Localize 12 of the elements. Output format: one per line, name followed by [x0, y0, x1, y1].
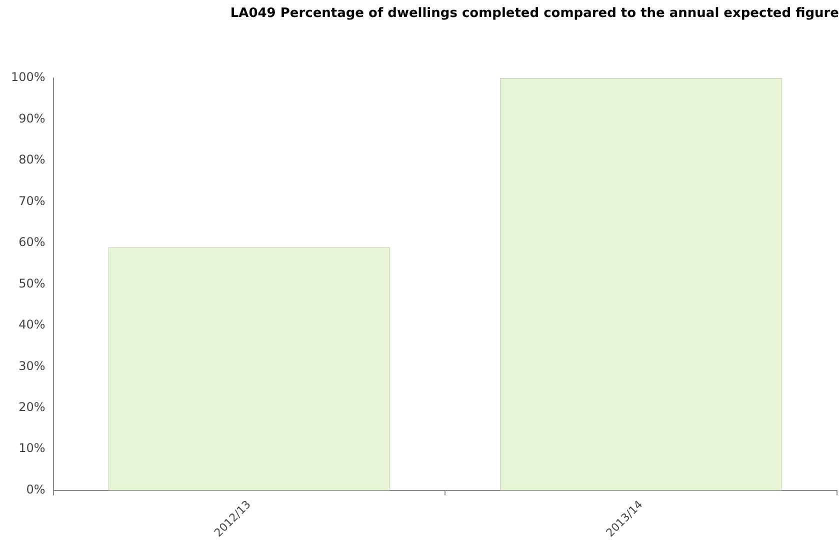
y-tick-label: 40% — [18, 318, 46, 332]
y-tick-label: 90% — [18, 111, 46, 126]
y-tick-label: 60% — [18, 235, 46, 250]
y-tick-label: 100% — [10, 70, 46, 84]
chart-title: LA049 Percentage of dwellings completed compared to the annual expected figure — [229, 6, 839, 21]
y-tick-label: 20% — [18, 400, 46, 414]
y-tick-label: 0% — [26, 482, 46, 496]
y-tick-label: 80% — [18, 152, 46, 167]
y-tick-label: 50% — [18, 276, 46, 290]
y-tick-label: 70% — [18, 194, 46, 208]
y-tick-label: 10% — [18, 441, 46, 456]
y-tick-label: 30% — [18, 358, 46, 373]
